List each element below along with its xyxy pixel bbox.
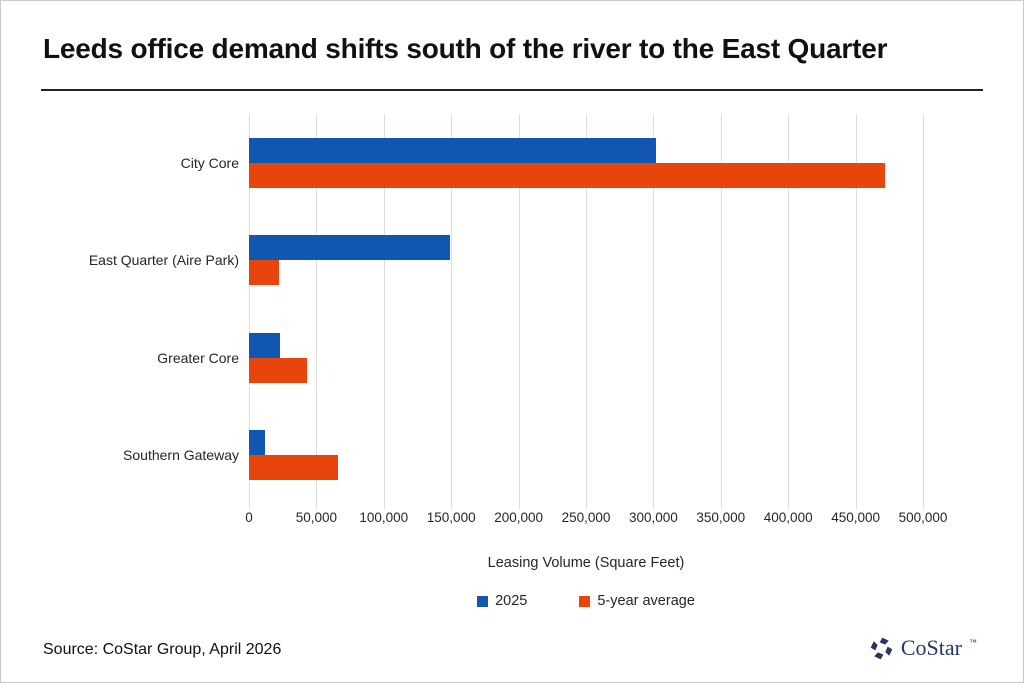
gridline <box>249 114 250 509</box>
legend-swatch-icon <box>579 595 591 607</box>
x-tick-label: 100,000 <box>359 510 409 525</box>
category-label: East Quarter (Aire Park) <box>88 252 239 269</box>
costar-wordmark: CoStar <box>900 635 962 660</box>
gridline <box>923 114 924 509</box>
x-tick-label: 300,000 <box>628 510 678 525</box>
category-label: Greater Core <box>157 349 239 366</box>
bar-row <box>249 309 923 407</box>
x-tick-label: 50,000 <box>295 510 338 525</box>
x-tick-label: 250,000 <box>561 510 611 525</box>
gridline <box>586 114 587 509</box>
gridline <box>653 114 655 509</box>
title-divider <box>41 89 983 91</box>
costar-pinwheel-icon <box>869 636 894 666</box>
x-tick-label: 150,000 <box>426 510 476 525</box>
category-axis: City Core East Quarter (Aire Park) Greater… <box>1 114 239 504</box>
x-axis-ticks: 0 50,000 100,000 150,000 200,000 250,000 300,0… <box>245 510 947 528</box>
gridline <box>788 114 790 509</box>
x-tick-label: 450,000 <box>831 510 880 525</box>
legend-swatch-icon <box>477 595 489 607</box>
legend-label: 5-year average <box>597 593 695 609</box>
plot-area <box>249 114 924 509</box>
bar-2025 <box>249 137 657 163</box>
bar-5-year-average <box>249 455 338 481</box>
gridline <box>383 114 385 509</box>
bar-2025 <box>249 332 280 358</box>
category-label: Southern Gateway <box>123 447 239 464</box>
x-tick-label: 500,000 <box>898 510 948 525</box>
gridline <box>316 114 318 509</box>
x-tick-label: 200,000 <box>494 510 543 525</box>
gridline <box>855 114 857 509</box>
chart-legend: 2025 5-year average <box>249 593 923 609</box>
bar-chart: City Core East Quarter (Aire Park) Greater… <box>1 114 1023 509</box>
legend-item: 2025 <box>477 593 527 609</box>
gridline <box>518 114 520 509</box>
bar-5-year-average <box>249 260 279 286</box>
x-tick-label: 400,000 <box>763 510 813 525</box>
category-label: City Core <box>180 154 239 171</box>
gridline <box>451 114 453 509</box>
source-note: Source: CoStar Group, April 2026 <box>43 641 282 658</box>
bar-2025 <box>249 430 266 456</box>
bar-row <box>249 212 923 310</box>
bar-5-year-average <box>249 357 307 383</box>
x-tick-label: 0 <box>245 510 253 525</box>
x-tick-label: 350,000 <box>696 510 746 525</box>
trademark-symbol: ™ <box>969 638 977 647</box>
gridline <box>720 114 722 509</box>
legend-label: 2025 <box>495 593 528 609</box>
costar-logo: CoStar ™ <box>869 634 977 666</box>
bar-row <box>249 114 923 212</box>
bar-2025 <box>249 235 450 261</box>
bar-5-year-average <box>249 162 886 188</box>
page-title: Leeds office demand shifts south of the … <box>43 33 888 64</box>
x-axis-title: Leasing Volume (Square Feet) <box>487 555 685 571</box>
legend-item: 5-year average <box>579 593 695 609</box>
bar-row <box>249 407 923 505</box>
